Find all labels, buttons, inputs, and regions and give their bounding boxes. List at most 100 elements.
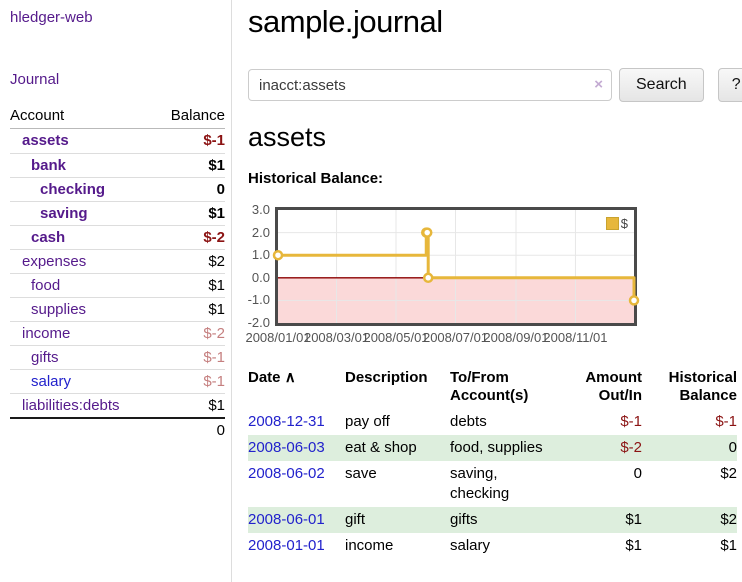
transaction-date-link[interactable]: 2008-01-01 (248, 537, 325, 554)
search-form: × Search ? (248, 68, 742, 102)
account-row: liabilities:debts $1 (10, 393, 225, 417)
account-link[interactable]: gifts (31, 349, 59, 366)
x-tick-label: 2008/11/01 (543, 330, 608, 345)
transaction-date-cell: 2008-01-01 (248, 533, 345, 559)
help-button[interactable]: ? (717, 68, 742, 102)
chart-x-axis: 2008/01/01 2008/03/01 2008/05/01 2008/07/01… (245, 330, 737, 346)
transaction-date-link[interactable]: 2008-06-03 (248, 439, 325, 456)
y-tick-label: -1.0 (247, 292, 270, 308)
account-balance: $-1 (203, 373, 225, 390)
transaction-date-link[interactable]: 2008-06-01 (248, 511, 325, 528)
transaction-balance: $-1 (715, 413, 737, 430)
account-row: supplies $1 (10, 297, 225, 321)
register-table: Date ∧ Description To/From Account(s) Am… (248, 369, 737, 559)
search-box: × (248, 69, 612, 101)
transaction-amount: $-2 (620, 439, 642, 456)
x-tick-label: 2008/09/01 (483, 330, 549, 345)
x-tick-label: 2008/05/01 (363, 330, 429, 345)
chart-legend: $ (604, 215, 629, 232)
transaction-date-link[interactable]: 2008-06-02 (248, 465, 325, 482)
register-header-accounts: To/From Account(s) (450, 369, 529, 404)
account-link[interactable]: liabilities:debts (22, 397, 120, 414)
register-header-amount: Amount Out/In (585, 369, 642, 404)
register-header-description: Description (345, 369, 428, 386)
transaction-accounts: salary (450, 537, 491, 554)
account-row: expenses $2 (10, 249, 225, 273)
transaction-accounts: debts (450, 413, 487, 430)
chart-title: Historical Balance: (248, 170, 384, 187)
transaction-row: 2008-06-02 save saving, checking 0 $2 (248, 461, 737, 507)
transaction-amount: $1 (625, 537, 642, 554)
accounts-header-balance: Balance (170, 107, 225, 124)
account-balance: $-2 (203, 325, 225, 342)
account-link[interactable]: saving (40, 205, 88, 222)
account-balance: $1 (208, 157, 225, 174)
account-balance: $1 (208, 277, 225, 294)
transaction-balance: $1 (720, 537, 737, 554)
transaction-date-cell: 2008-06-03 (248, 435, 345, 461)
register-rows: 2008-12-31 pay off debts $-1 $-1 2008-06… (248, 409, 737, 559)
account-row: cash $-2 (10, 225, 225, 249)
account-link[interactable]: checking (40, 181, 106, 198)
search-button[interactable]: Search (619, 68, 704, 102)
transaction-description: eat & shop (345, 439, 417, 456)
account-link[interactable]: supplies (31, 301, 87, 318)
y-tick-label: 2.0 (251, 224, 270, 240)
transaction-date-cell: 2008-06-02 (248, 461, 345, 507)
x-tick-label: 2008/07/01 (422, 330, 489, 345)
transaction-row: 2008-12-31 pay off debts $-1 $-1 (248, 409, 737, 435)
transaction-amount: $-1 (620, 413, 642, 430)
account-balance: 0 (216, 181, 225, 198)
account-link[interactable]: income (22, 325, 71, 342)
transaction-row: 2008-01-01 income salary $1 $1 (248, 533, 737, 559)
account-link[interactable]: cash (31, 229, 66, 246)
account-row: salary $-1 (10, 369, 225, 393)
accounts-total-row: 0 (10, 417, 225, 441)
transaction-balance: $2 (720, 511, 737, 528)
transaction-row: 2008-06-01 gift gifts $1 $2 (248, 507, 737, 533)
main-content: sample.journal × Search ? assets Histori… (233, 0, 742, 582)
account-heading: assets (248, 122, 327, 152)
account-balance: $2 (208, 253, 225, 270)
transaction-accounts: saving, checking (450, 465, 510, 502)
search-input[interactable] (248, 69, 612, 101)
transaction-balance: 0 (728, 439, 737, 456)
transaction-description: gift (345, 511, 366, 528)
accounts-total-value: 0 (216, 422, 225, 439)
account-link[interactable]: food (31, 277, 61, 294)
chart-plot: $ (272, 207, 640, 326)
account-link[interactable]: assets (22, 132, 69, 149)
account-row: saving $1 (10, 201, 225, 225)
transaction-description: income (345, 537, 394, 554)
transaction-row: 2008-06-03 eat & shop food, supplies $-2… (248, 435, 737, 461)
transaction-date-link[interactable]: 2008-12-31 (248, 413, 325, 430)
account-row: income $-2 (10, 321, 225, 345)
x-tick-label: 2008/03/01 (303, 330, 370, 345)
legend-swatch-icon (605, 217, 619, 230)
account-link[interactable]: salary (31, 373, 72, 390)
x-tick-label: 2008/01/01 (245, 330, 311, 345)
accounts-table: Account Balance assets $-1 bank $1 (10, 104, 225, 441)
account-row: bank $1 (10, 153, 225, 177)
account-row: gifts $-1 (10, 345, 225, 369)
app-title-link[interactable]: hledger-web (10, 9, 93, 26)
clear-search-icon[interactable]: × (594, 76, 603, 93)
nav-journal-link[interactable]: Journal (10, 71, 60, 88)
transaction-description: pay off (345, 413, 390, 430)
balance-chart: 3.0 2.0 1.0 0.0 -1.0 -2.0 $ 2008/01/01 2008/03… (245, 202, 737, 347)
account-row: checking 0 (10, 177, 225, 201)
account-link[interactable]: expenses (22, 253, 87, 270)
account-balance: $-1 (203, 349, 225, 366)
transaction-balance: $2 (720, 465, 737, 482)
transaction-description: save (345, 465, 377, 482)
sidebar: hledger-web Journal Account Balance asse… (0, 0, 232, 582)
account-balance: $-2 (203, 229, 225, 246)
account-balance: $1 (208, 205, 225, 222)
transaction-accounts: food, supplies (450, 439, 543, 456)
page-title: sample.journal (248, 4, 443, 39)
y-tick-label: 0.0 (251, 269, 270, 285)
transaction-date-cell: 2008-06-01 (248, 507, 345, 533)
account-link[interactable]: bank (31, 157, 67, 174)
sort-ascending-icon: ∧ (284, 369, 296, 386)
